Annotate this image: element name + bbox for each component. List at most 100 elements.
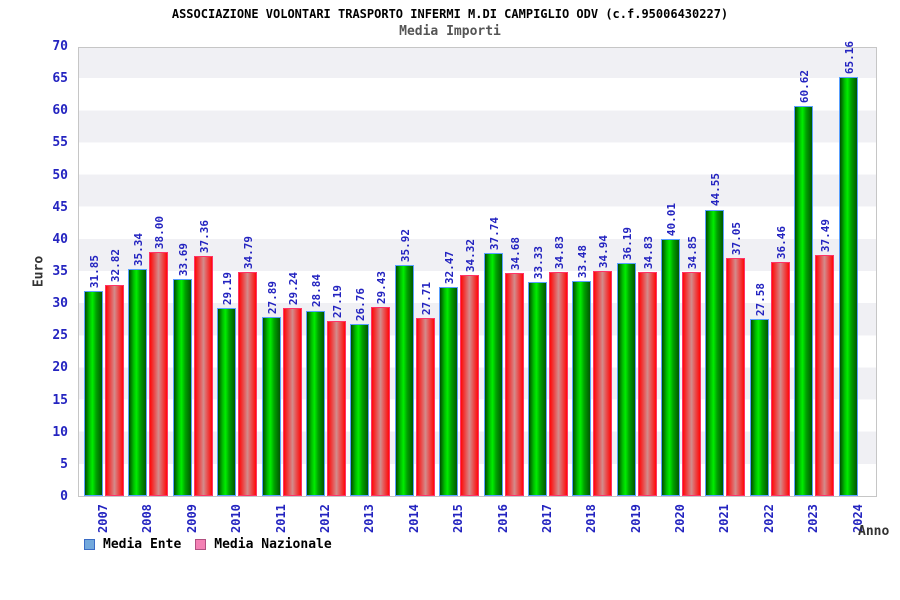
chart-title: ASSOCIAZIONE VOLONTARI TRASPORTO INFERMI… [171, 7, 729, 21]
bar-media-ente-2009 [172, 279, 192, 496]
bar-value-label: 35.92 [398, 228, 412, 263]
x-tick-label-2020: 2020 [673, 504, 688, 533]
y-tick-label: 60 [52, 103, 68, 119]
bar-value-label: 29.19 [221, 272, 235, 306]
legend-label-media-nazionale: Media Nazionale [214, 537, 332, 552]
bar-value-label: 33.69 [176, 243, 190, 277]
bar-media-ente-2008 [128, 268, 148, 496]
y-tick-label: 70 [52, 39, 68, 54]
y-tick-label: 50 [52, 167, 68, 183]
bar-media-nazionale-2021 [726, 257, 746, 496]
bar-value-label: 29.24 [286, 271, 300, 306]
bar-media-nazionale-2010 [238, 272, 258, 496]
plot-area: 31.85 32.82 35.34 38.00 33.69 37.36 29.19 34.79… [78, 41, 877, 497]
bar-media-ente-2017 [527, 281, 547, 496]
bar-media-ente-2022 [749, 318, 769, 496]
bar-media-nazionale-2019 [637, 272, 657, 496]
bar-value-label: 34.85 [686, 235, 700, 269]
bar-media-ente-2019 [616, 263, 636, 496]
bar-media-nazionale-2020 [682, 271, 702, 496]
legend-item-media-nazionale: Media Nazionale [195, 537, 332, 552]
chart-subtitle: Media Importi [399, 24, 501, 39]
bar-value-label: 26.76 [354, 287, 368, 321]
bar-value-label: 40.01 [665, 202, 679, 236]
bar-media-nazionale-2018 [593, 271, 613, 496]
bar-value-label: 37.74 [487, 217, 501, 251]
bar-media-nazionale-2022 [770, 261, 790, 496]
bar-value-label: 27.89 [265, 280, 279, 314]
bar-value-label: 32.47 [443, 251, 457, 285]
bar-value-label: 27.58 [753, 282, 767, 316]
y-tick-label: 0 [60, 489, 68, 504]
x-tick-label-2023: 2023 [806, 504, 821, 533]
bar-value-label: 36.46 [774, 225, 788, 259]
y-tick-label: 40 [52, 231, 68, 247]
bar-value-label: 34.83 [552, 235, 566, 270]
x-tick-label-2022: 2022 [761, 504, 776, 533]
x-tick-label-2018: 2018 [584, 504, 599, 533]
bar-media-ente-2021 [705, 209, 725, 496]
bar-media-ente-2010 [217, 308, 237, 496]
bar-value-label: 33.48 [576, 244, 590, 278]
x-tick-label-2015: 2015 [451, 504, 466, 533]
bar-value-label: 37.36 [197, 219, 211, 253]
x-tick-label-2021: 2021 [717, 504, 732, 533]
bar-media-ente-2007 [84, 291, 103, 496]
bar-media-ente-2015 [439, 287, 459, 496]
bar-value-label: 37.49 [819, 218, 833, 252]
bar-value-label: 34.79 [242, 236, 256, 270]
x-tick-label-2017: 2017 [539, 504, 554, 533]
bar-media-ente-2023 [794, 106, 814, 496]
y-tick-label: 10 [52, 424, 68, 440]
bar-media-ente-2018 [572, 280, 592, 496]
y-tick-label: 65 [52, 71, 68, 87]
bar-media-nazionale-2009 [193, 255, 213, 496]
bar-value-label: 33.33 [531, 245, 545, 279]
legend-label-media-ente: Media Ente [103, 537, 182, 552]
bar-media-nazionale-2007 [105, 285, 124, 496]
y-tick-label: 25 [52, 328, 68, 344]
bar-media-ente-2014 [394, 265, 414, 496]
bar-value-label: 44.55 [709, 173, 723, 207]
y-tick-label: 15 [52, 392, 68, 408]
bar-media-nazionale-2008 [149, 251, 169, 496]
bar-value-label: 27.19 [330, 285, 344, 319]
x-axis-title: Anno [858, 524, 890, 539]
bar-value-label: 31.85 [88, 255, 101, 289]
legend: Media Ente Media Nazionale [84, 537, 332, 552]
x-tick-label-2013: 2013 [362, 504, 377, 533]
bar-value-label: 34.68 [508, 236, 522, 271]
bar-media-nazionale-2015 [460, 275, 480, 496]
bar-media-nazionale-2017 [548, 272, 568, 496]
bar-media-nazionale-2013 [371, 306, 391, 496]
y-tick-label: 30 [52, 296, 68, 312]
bar-media-ente-2016 [483, 253, 503, 496]
bar-media-ente-2024 [838, 77, 858, 496]
y-tick-label: 35 [52, 264, 68, 279]
x-tick-label-2014: 2014 [406, 504, 421, 533]
bar-value-label: 35.34 [132, 232, 146, 266]
bar-value-label: 32.82 [109, 248, 122, 283]
bar-media-nazionale-2011 [282, 308, 302, 496]
bar-media-nazionale-2016 [504, 273, 524, 496]
bar-value-label: 28.84 [309, 274, 323, 308]
bar-value-label: 65.16 [842, 41, 856, 75]
bar-value-label: 34.32 [464, 239, 478, 273]
bar-media-ente-2011 [261, 316, 281, 496]
bar-value-label: 36.19 [620, 227, 634, 261]
bar-media-ente-2020 [661, 238, 681, 496]
bar-value-label: 37.05 [730, 221, 744, 255]
bar-value-label: 38.00 [153, 215, 167, 249]
bar-value-label: 34.94 [597, 235, 611, 269]
bar-media-nazionale-2012 [326, 321, 346, 496]
bar-value-label: 29.43 [375, 270, 389, 304]
legend-item-media-ente: Media Ente [84, 537, 181, 552]
bar-media-ente-2013 [350, 323, 370, 496]
bar-value-label: 60.62 [798, 70, 812, 104]
y-tick-label: 20 [52, 360, 68, 376]
bar-media-nazionale-2023 [815, 255, 835, 496]
y-tick-label: 55 [52, 135, 68, 151]
bar-value-label: 27.71 [419, 281, 433, 315]
legend-swatch-media-nazionale-icon [195, 539, 207, 550]
